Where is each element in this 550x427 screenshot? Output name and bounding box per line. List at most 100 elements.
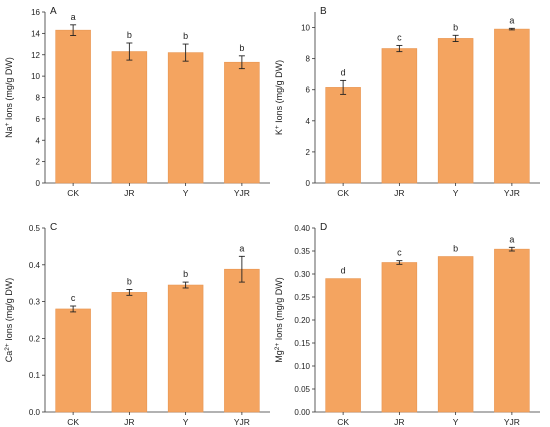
x-category-label: JR	[394, 417, 404, 427]
significance-letter: c	[397, 32, 402, 42]
panel-letter: C	[50, 222, 57, 233]
significance-letter: a	[509, 15, 514, 25]
y-tick-label: 4	[306, 117, 311, 126]
significance-letter: d	[341, 266, 346, 276]
y-tick-label: 10	[301, 24, 310, 33]
x-category-label: CK	[337, 417, 349, 427]
x-category-label: Y	[453, 188, 459, 198]
bar-jr	[381, 48, 418, 184]
x-category-label: YJR	[504, 188, 520, 198]
y-tick-label: 14	[31, 29, 40, 38]
y-tick-label: 0.5	[29, 224, 41, 233]
y-axis-label-ion: Na	[4, 126, 14, 138]
y-tick-label: 12	[31, 51, 40, 60]
y-tick-label: 0.10	[294, 362, 310, 371]
y-axis-label-ion: K	[274, 129, 284, 135]
y-tick-label: 0.30	[294, 270, 310, 279]
x-category-label: CK	[67, 417, 79, 427]
y-tick-label: 0.15	[294, 339, 310, 348]
y-axis-label: K+ Ions (mg/g DW)	[274, 60, 284, 135]
y-tick-label: 0.0	[29, 408, 41, 417]
x-category-label: JR	[394, 188, 404, 198]
significance-letter: b	[183, 269, 188, 279]
y-tick-label: 0.35	[294, 247, 310, 256]
x-category-label: YJR	[504, 417, 520, 427]
bar-ck	[325, 278, 361, 413]
y-axis-label-unit: Ions (mg/g DW)	[274, 277, 284, 343]
significance-letter: b	[239, 43, 244, 53]
x-category-label: Y	[183, 188, 189, 198]
bar-y	[437, 256, 474, 413]
panel-letter: A	[50, 6, 57, 17]
x-category-label: JR	[124, 188, 134, 198]
panel-letter: B	[320, 6, 327, 17]
y-axis-label-charge: +	[4, 122, 11, 126]
bar-ck	[325, 87, 361, 184]
bar-y	[437, 38, 474, 184]
y-tick-label: 2	[306, 148, 311, 157]
y-tick-label: 0.3	[29, 298, 41, 307]
y-axis-label-ion: Mg	[274, 350, 284, 363]
panel-d-magnesium-chart: 0.00 0.05 0.10 0.15 0.20 0.25 0.30 0.35 0.40 d CK c…	[274, 222, 540, 427]
significance-letter: b	[183, 31, 188, 41]
bar-ck	[55, 308, 91, 413]
significance-letter: b	[453, 244, 458, 254]
significance-letter: a	[239, 243, 244, 253]
x-category-label: Y	[183, 417, 189, 427]
y-tick-label: 8	[306, 55, 311, 64]
y-axis-label-unit: Ions (mg/g DW)	[274, 60, 284, 126]
significance-letter: b	[127, 276, 132, 286]
y-axis-label: Mg2+ Ions (mg/g DW)	[274, 277, 284, 362]
x-category-label: CK	[67, 188, 79, 198]
y-axis-label: Ca2+ Ions (mg/g DW)	[4, 278, 14, 362]
y-tick-label: 0.40	[294, 224, 310, 233]
y-axis-label: Na+ Ions (mg/g DW)	[4, 57, 14, 138]
y-tick-label: 0.4	[29, 261, 41, 270]
y-axis-label-ion: Ca	[4, 351, 14, 363]
significance-letter: b	[453, 22, 458, 32]
y-tick-label: 0.05	[294, 385, 310, 394]
bar-yjr	[224, 61, 260, 184]
bar-jr	[381, 262, 418, 413]
bar-ck	[55, 29, 91, 184]
significance-letter: d	[341, 67, 346, 77]
bar-yjr	[494, 248, 530, 413]
y-tick-label: 6	[306, 86, 311, 95]
x-category-label: JR	[124, 417, 134, 427]
y-tick-label: 8	[36, 94, 41, 103]
x-category-label: YJR	[234, 417, 250, 427]
significance-letter: c	[397, 248, 402, 258]
significance-letter: b	[127, 30, 132, 40]
y-tick-label: 0.20	[294, 316, 310, 325]
x-category-label: YJR	[234, 188, 250, 198]
bar-jr	[111, 292, 148, 413]
y-tick-label: 16	[31, 8, 40, 17]
bar-yjr	[224, 268, 260, 413]
y-tick-label: 0.00	[294, 408, 310, 417]
panel-b-potassium-chart: 0 2 4 6 8 10 d CK c JR b Ya YJR B K+ Ions (mg/g DW)	[274, 6, 540, 198]
significance-letter: a	[71, 12, 76, 22]
y-tick-label: 0.2	[29, 334, 41, 343]
panel-letter: D	[320, 222, 327, 233]
y-tick-label: 6	[36, 115, 41, 124]
bar-y	[167, 284, 204, 413]
panel-c-calcium-chart: 0.0 0.1 0.2 0.3 0.4 0.5 c CK b JR b Ya YJR C Ca2+ Ions…	[4, 222, 270, 427]
y-tick-label: 10	[31, 72, 40, 81]
y-tick-label: 0	[306, 179, 311, 188]
panel-a-sodium-chart: 0 2 4 6 8 10 12 14 16 a CK b JR b Yb YJR A Na+ Ions (mg/g…	[4, 6, 270, 198]
x-category-label: CK	[337, 188, 349, 198]
y-tick-label: 0.1	[29, 371, 41, 380]
y-tick-label: 2	[36, 158, 41, 167]
y-tick-label: 4	[36, 136, 41, 145]
y-axis-label-unit: Ions (mg/g DW)	[4, 278, 14, 344]
bar-jr	[111, 51, 148, 184]
y-tick-label: 0.25	[294, 293, 310, 302]
significance-letter: c	[71, 293, 76, 303]
y-axis-label-unit: Ions (mg/g DW)	[4, 57, 14, 123]
bar-yjr	[494, 28, 530, 184]
y-axis-label-charge: +	[274, 125, 281, 129]
y-axis-label-charge: 2+	[274, 343, 281, 351]
y-tick-label: 0	[36, 179, 41, 188]
x-category-label: Y	[453, 417, 459, 427]
